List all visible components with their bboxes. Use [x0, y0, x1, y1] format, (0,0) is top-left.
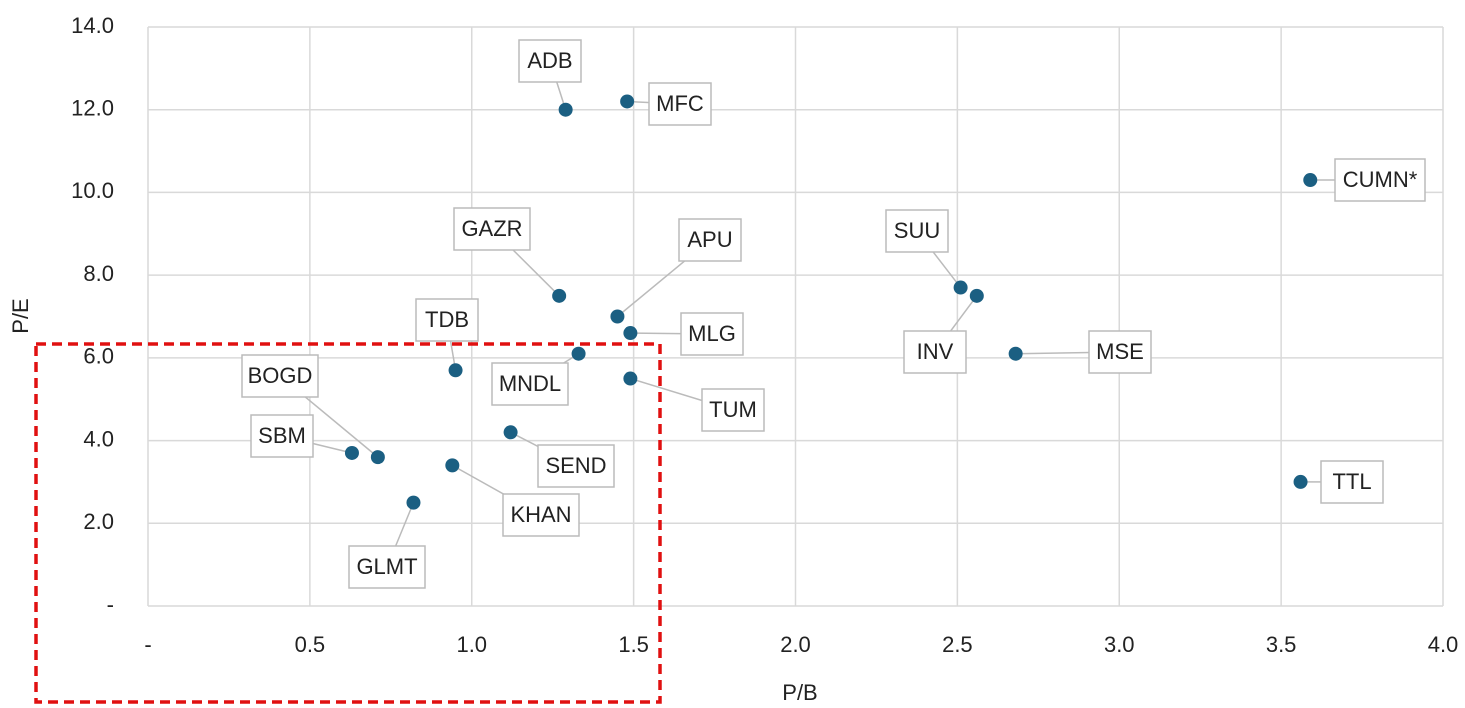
point — [610, 309, 625, 324]
highlight-box — [34, 342, 662, 704]
point-label: TDB — [425, 307, 469, 332]
x-tick-label: 2.5 — [942, 632, 973, 657]
point-label: KHAN — [510, 502, 571, 527]
label-box — [518, 39, 582, 83]
point — [406, 495, 421, 510]
x-tick-label: - — [144, 632, 151, 657]
point — [503, 425, 518, 440]
point — [623, 326, 638, 341]
y-tick-label: 6.0 — [83, 344, 114, 369]
point — [552, 288, 567, 303]
label-box — [648, 82, 712, 126]
label-box — [701, 388, 765, 432]
point-label: SBM — [258, 423, 306, 448]
point-label: MLG — [688, 321, 736, 346]
label-box — [250, 414, 314, 458]
point-label: MSE — [1096, 339, 1144, 364]
x-tick-label: 3.5 — [1266, 632, 1297, 657]
label-box — [537, 444, 615, 488]
point — [1008, 346, 1023, 361]
x-axis-label: P/B — [782, 680, 817, 705]
point — [558, 102, 573, 117]
point — [370, 450, 385, 465]
point — [1293, 474, 1308, 489]
label-box — [678, 218, 742, 262]
label-box — [502, 493, 580, 537]
point-label: MFC — [656, 91, 704, 116]
point — [953, 280, 968, 295]
label-box — [1088, 330, 1152, 374]
x-tick-label: 1.0 — [456, 632, 487, 657]
point-label: INV — [917, 339, 954, 364]
label-box — [415, 298, 479, 342]
point-label: GLMT — [356, 554, 417, 579]
point-label: SEND — [545, 453, 606, 478]
point — [969, 288, 984, 303]
point-label: TUM — [709, 397, 757, 422]
point — [448, 363, 463, 378]
y-tick-label: - — [107, 592, 114, 617]
point-label: GAZR — [461, 216, 522, 241]
y-tick-label: 4.0 — [83, 426, 114, 451]
point-label: TTL — [1332, 469, 1371, 494]
y-tick-label: 10.0 — [71, 178, 114, 203]
point — [1303, 173, 1318, 188]
y-axis-label: P/E — [8, 298, 33, 333]
point-label: CUMN* — [1343, 167, 1418, 192]
y-tick-label: 8.0 — [83, 261, 114, 286]
x-tick-label: 2.0 — [780, 632, 811, 657]
label-box — [903, 330, 967, 374]
point — [445, 458, 460, 473]
x-tick-label: 1.5 — [618, 632, 649, 657]
point — [620, 94, 635, 109]
point-label: BOGD — [248, 363, 313, 388]
label-box — [885, 209, 949, 253]
x-tick-label: 4.0 — [1428, 632, 1459, 657]
label-box — [1320, 460, 1384, 504]
y-tick-label: 12.0 — [71, 96, 114, 121]
label-box — [680, 312, 744, 356]
point-label: ADB — [527, 48, 572, 73]
point-label: MNDL — [499, 371, 561, 396]
label-box — [241, 354, 319, 398]
point-label: SUU — [894, 218, 940, 243]
label-box — [491, 362, 569, 406]
point-label: APU — [687, 227, 732, 252]
label-box — [453, 207, 531, 251]
label-box — [348, 545, 426, 589]
point — [344, 445, 359, 460]
point — [623, 371, 638, 386]
label-box — [1334, 158, 1426, 202]
x-tick-label: 0.5 — [295, 632, 326, 657]
y-tick-label: 2.0 — [83, 509, 114, 534]
x-tick-label: 3.0 — [1104, 632, 1135, 657]
y-tick-label: 14.0 — [71, 13, 114, 38]
point — [571, 346, 586, 361]
